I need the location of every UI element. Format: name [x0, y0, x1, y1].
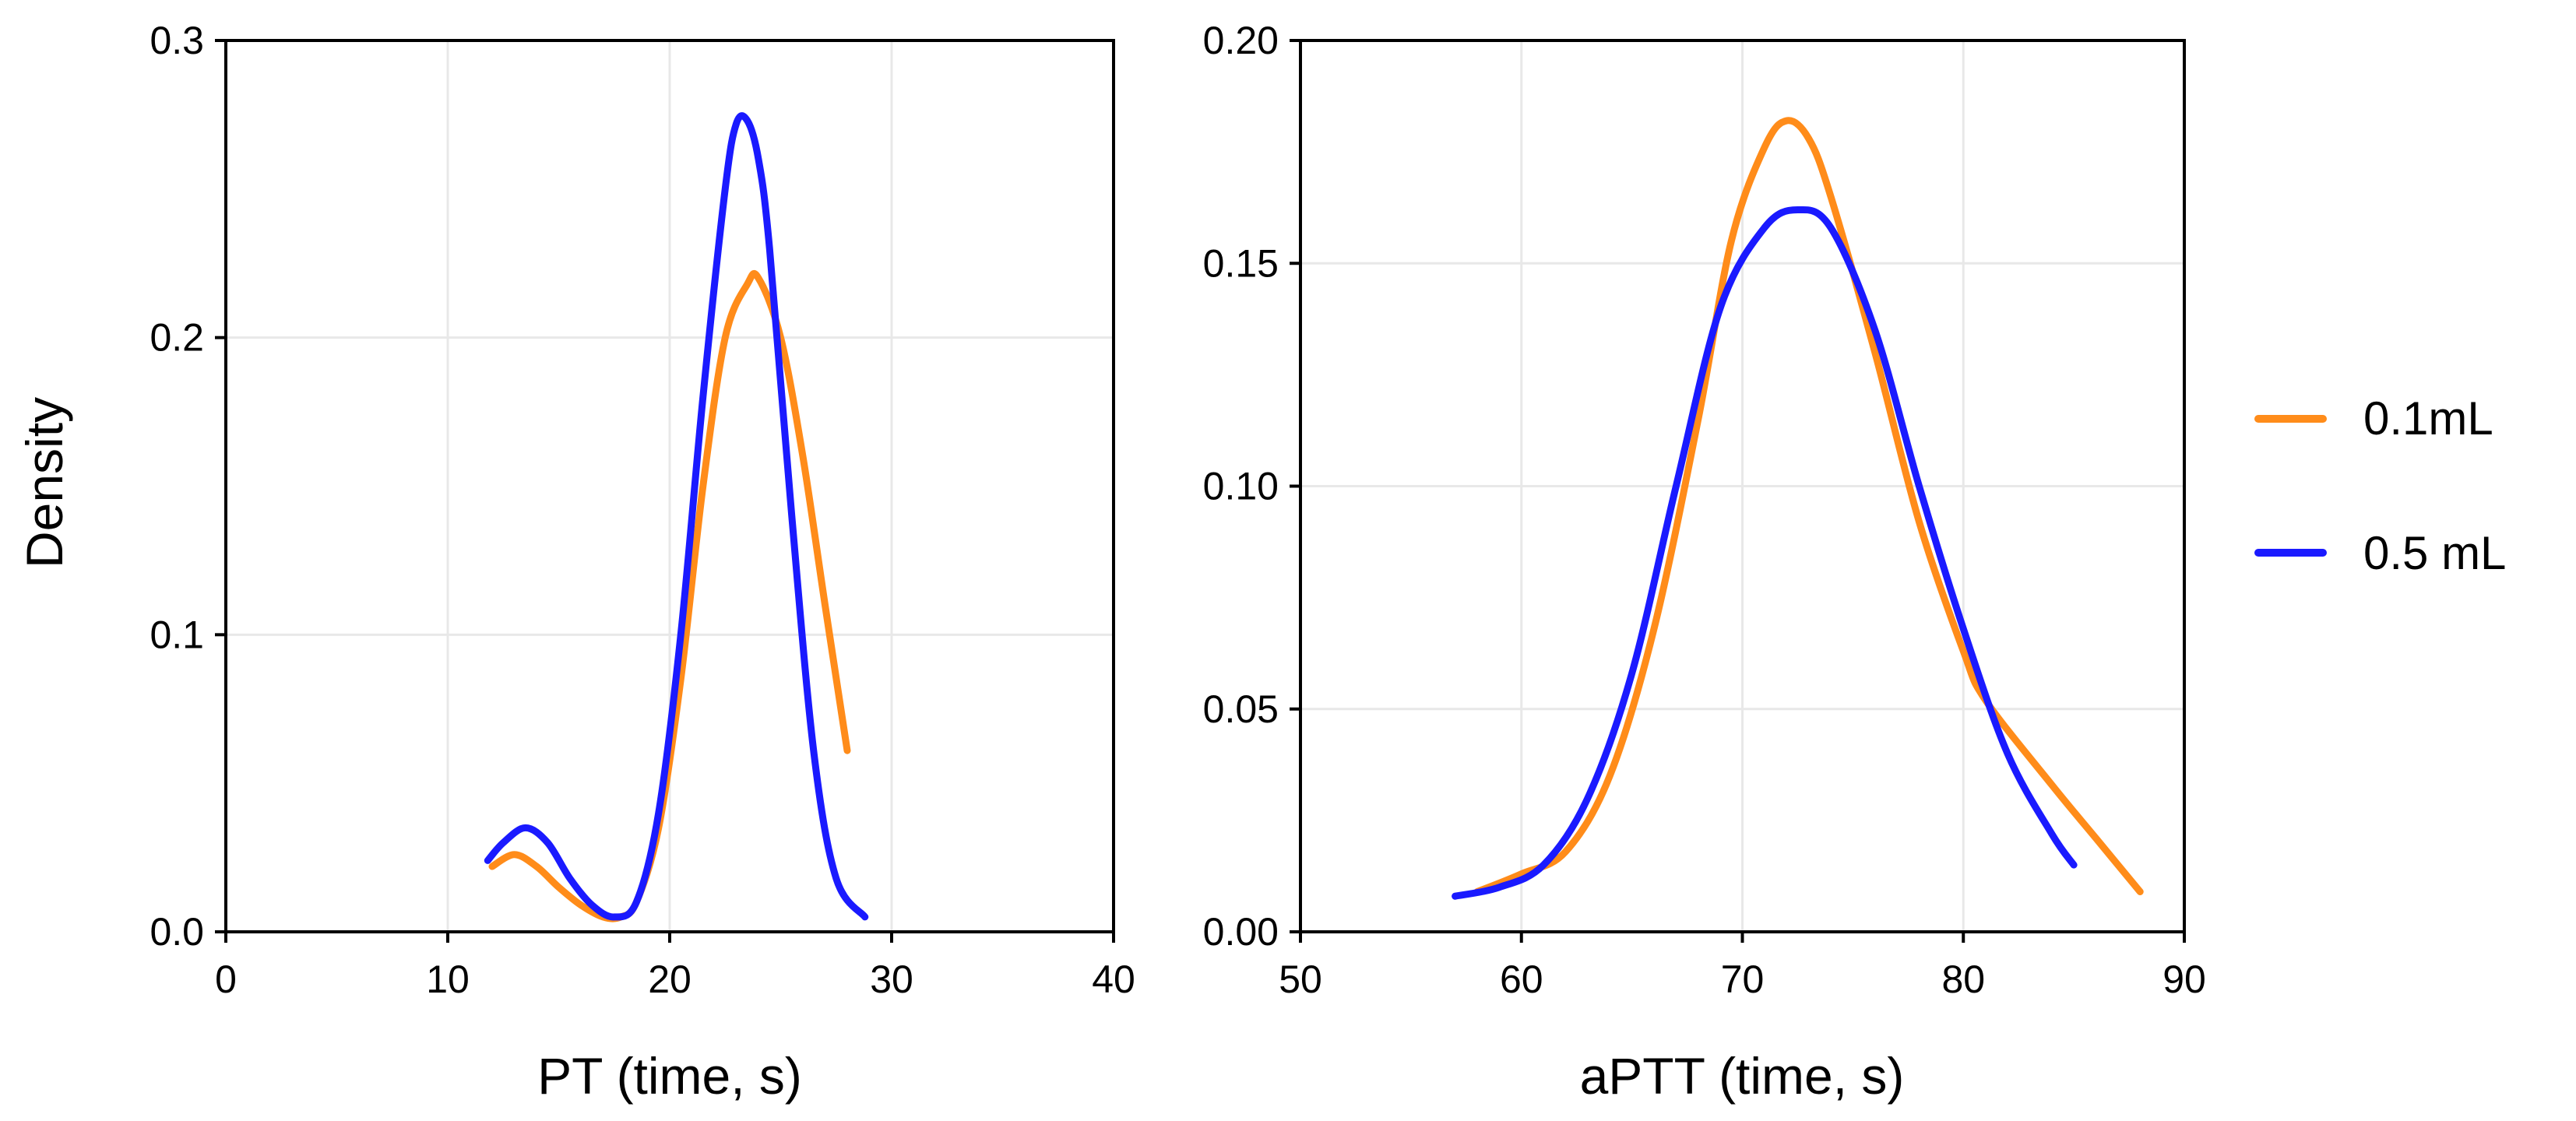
aptt-x-tick-label: 60 [1500, 958, 1543, 1001]
aptt-y-tick-label: 0.10 [1203, 465, 1279, 508]
aptt-density-panel: 50 60 70 80 90 0.00 0.05 0.10 0.15 0.20 aPTT (tim… [1203, 19, 2206, 1105]
aptt-y-tick-label: 0.20 [1203, 19, 1279, 62]
aptt-x-tick-label: 80 [1941, 958, 1985, 1001]
aptt-x-tick-label: 90 [2163, 958, 2206, 1001]
pt-y-tick-label: 0.1 [150, 613, 204, 656]
pt-x-tick-label: 0 [215, 958, 237, 1001]
aptt-x-tick-label: 70 [1721, 958, 1765, 1001]
pt-y-tick-label: 0.0 [150, 910, 204, 954]
aptt-y-tick-label: 0.15 [1203, 241, 1279, 285]
legend: 0.1mL 0.5 mL [2254, 392, 2506, 579]
legend-label-0.1ml: 0.1mL [2363, 392, 2493, 445]
legend-label-0.5ml: 0.5 mL [2363, 527, 2506, 579]
pt-density-panel: 0 10 20 30 40 0.0 0.1 0.2 0.3 PT (time, s) Densi… [16, 19, 1135, 1105]
pt-x-tick-label: 10 [426, 958, 470, 1001]
pt-x-tick-label: 20 [648, 958, 692, 1001]
pt-x-axis-label: PT (time, s) [537, 1047, 802, 1105]
aptt-density-curve-0.1ml [1473, 117, 2144, 895]
pt-density-curve-0.1ml [488, 269, 851, 922]
pt-density-curve-0.5ml [484, 112, 869, 921]
aptt-y-tick-label: 0.05 [1203, 687, 1279, 731]
aptt-x-axis-label: aPTT (time, s) [1580, 1047, 1905, 1105]
pt-y-tick-label: 0.2 [150, 316, 204, 360]
pt-y-tick-label: 0.3 [150, 19, 204, 62]
y-axis-label: Density [16, 397, 73, 568]
pt-x-tick-label: 40 [1092, 958, 1135, 1001]
pt-x-tick-label: 30 [870, 958, 913, 1001]
aptt-y-tick-label: 0.00 [1203, 910, 1279, 954]
aptt-x-tick-label: 50 [1279, 958, 1322, 1001]
aptt-density-curve-0.5ml [1452, 206, 2078, 900]
